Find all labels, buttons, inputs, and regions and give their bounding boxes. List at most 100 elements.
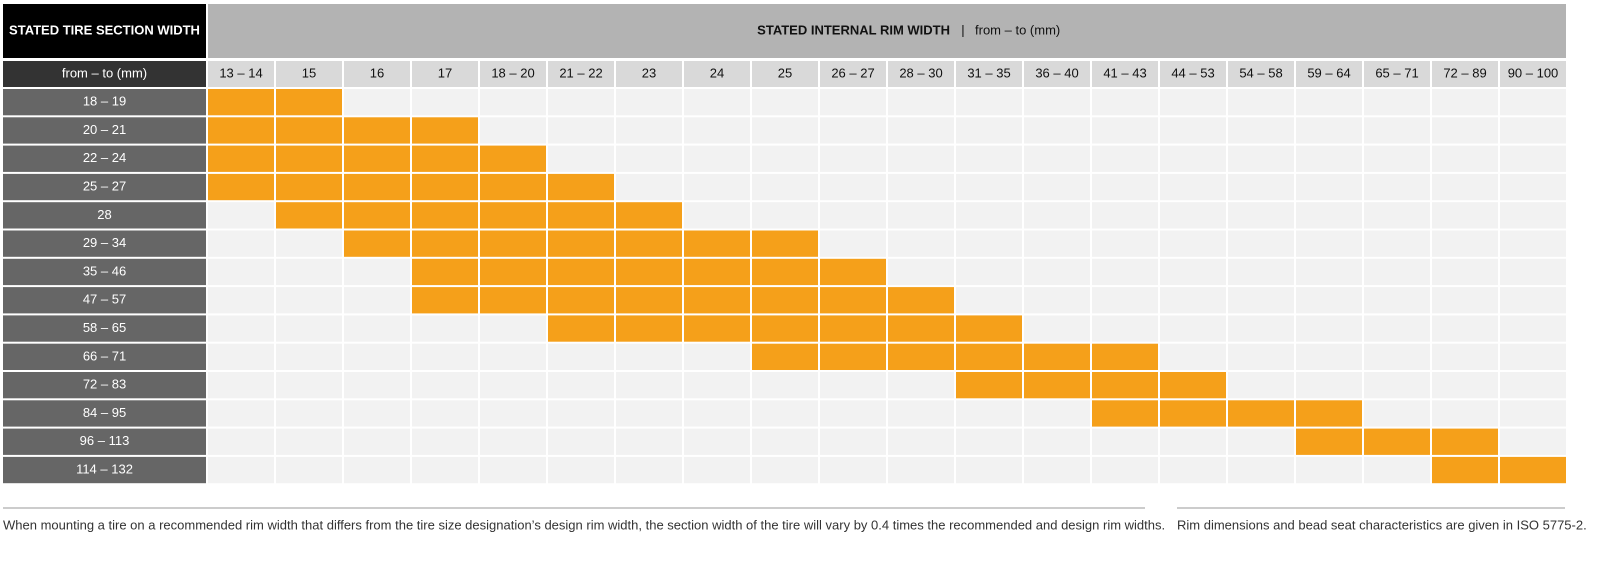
column-header: 16 bbox=[370, 65, 384, 80]
fit-cell bbox=[1228, 343, 1294, 370]
fit-cell bbox=[1228, 230, 1294, 257]
row-header-cell bbox=[3, 400, 206, 427]
fit-cell bbox=[752, 202, 818, 229]
fit-cell bbox=[616, 173, 682, 201]
column-header: 26 – 27 bbox=[831, 65, 874, 80]
fit-cell bbox=[208, 145, 274, 172]
fit-cell bbox=[1500, 230, 1566, 257]
fit-cell bbox=[344, 173, 410, 201]
fit-cell bbox=[412, 372, 478, 399]
fit-cell bbox=[616, 117, 682, 144]
fit-cell bbox=[956, 202, 1022, 229]
fit-cell bbox=[548, 202, 614, 229]
row-header-cell bbox=[3, 230, 206, 257]
fit-cell bbox=[1296, 315, 1362, 342]
fit-cell bbox=[820, 428, 886, 455]
row-header-cell bbox=[3, 117, 206, 144]
fit-cell bbox=[1500, 89, 1566, 116]
fit-cell bbox=[616, 372, 682, 399]
fit-cell bbox=[1228, 456, 1294, 484]
fit-cell bbox=[820, 230, 886, 257]
fit-cell bbox=[1296, 372, 1362, 399]
fit-cell bbox=[480, 400, 546, 427]
fit-cell bbox=[412, 89, 478, 116]
fit-cell bbox=[684, 202, 750, 229]
fit-cell bbox=[752, 117, 818, 144]
fit-cell bbox=[1500, 117, 1566, 144]
fit-cell bbox=[208, 400, 274, 427]
fit-cell bbox=[616, 145, 682, 172]
fit-cell bbox=[616, 315, 682, 342]
column-header-cell bbox=[1160, 61, 1226, 87]
fit-cell bbox=[1432, 145, 1498, 172]
row-header: 22 – 24 bbox=[83, 150, 126, 165]
header-cell bbox=[208, 4, 1566, 58]
fit-cell bbox=[208, 230, 274, 257]
fit-cell bbox=[888, 173, 954, 201]
fit-cell bbox=[1160, 202, 1226, 229]
fit-cell bbox=[1160, 456, 1226, 484]
row-header: 72 – 83 bbox=[83, 377, 126, 392]
fit-cell bbox=[344, 258, 410, 286]
fit-cell bbox=[1500, 428, 1566, 455]
fit-cell bbox=[1228, 372, 1294, 399]
fit-cell bbox=[684, 287, 750, 314]
fit-cell bbox=[548, 173, 614, 201]
fit-cell bbox=[888, 428, 954, 455]
fit-cell bbox=[1228, 173, 1294, 201]
fit-cell bbox=[820, 117, 886, 144]
note: When mounting a tire on a recommended ri… bbox=[3, 517, 1165, 532]
fit-cell bbox=[616, 89, 682, 116]
fit-cell bbox=[888, 145, 954, 172]
fit-cell bbox=[1296, 173, 1362, 201]
fit-cell bbox=[480, 372, 546, 399]
column-header: 15 bbox=[302, 65, 316, 80]
fit-cell bbox=[684, 89, 750, 116]
row-header-cell bbox=[3, 456, 206, 484]
fit-cell bbox=[1160, 89, 1226, 116]
fit-cell bbox=[276, 315, 342, 342]
column-header-cell bbox=[1092, 61, 1158, 87]
column-header-cell bbox=[752, 61, 818, 87]
fit-cell bbox=[276, 258, 342, 286]
column-header-cell bbox=[616, 61, 682, 87]
fit-cell bbox=[1500, 258, 1566, 286]
row-header: 28 bbox=[97, 207, 111, 222]
column-header-cell bbox=[548, 61, 614, 87]
fit-cell bbox=[276, 456, 342, 484]
fit-cell bbox=[276, 230, 342, 257]
fit-cell bbox=[820, 315, 886, 342]
fit-cell bbox=[1500, 202, 1566, 229]
fit-cell bbox=[820, 258, 886, 286]
fit-cell bbox=[752, 315, 818, 342]
fit-cell bbox=[208, 372, 274, 399]
row-header: 58 – 65 bbox=[83, 320, 126, 335]
fit-cell bbox=[412, 428, 478, 455]
fit-cell bbox=[344, 230, 410, 257]
fit-cell bbox=[888, 456, 954, 484]
fit-cell bbox=[684, 145, 750, 172]
fit-cell bbox=[956, 343, 1022, 370]
fit-cell bbox=[684, 343, 750, 370]
row-header-cell bbox=[3, 372, 206, 399]
fit-cell bbox=[1228, 258, 1294, 286]
fit-cell bbox=[752, 230, 818, 257]
row-header: 29 – 34 bbox=[83, 235, 126, 250]
fit-cell bbox=[888, 287, 954, 314]
column-header: 13 – 14 bbox=[219, 65, 262, 80]
fit-cell bbox=[548, 428, 614, 455]
fit-cell bbox=[1364, 456, 1430, 484]
column-header-cell bbox=[888, 61, 954, 87]
column-header: 17 bbox=[438, 65, 452, 80]
fit-cell bbox=[1160, 428, 1226, 455]
fit-cell bbox=[1160, 145, 1226, 172]
fit-cell bbox=[888, 400, 954, 427]
fit-cell bbox=[820, 287, 886, 314]
fit-cell bbox=[684, 117, 750, 144]
fit-cell bbox=[888, 202, 954, 229]
fit-cell bbox=[1364, 258, 1430, 286]
fit-cell bbox=[616, 456, 682, 484]
fit-cell bbox=[616, 258, 682, 286]
fit-cell bbox=[1160, 117, 1226, 144]
fit-cell bbox=[752, 173, 818, 201]
